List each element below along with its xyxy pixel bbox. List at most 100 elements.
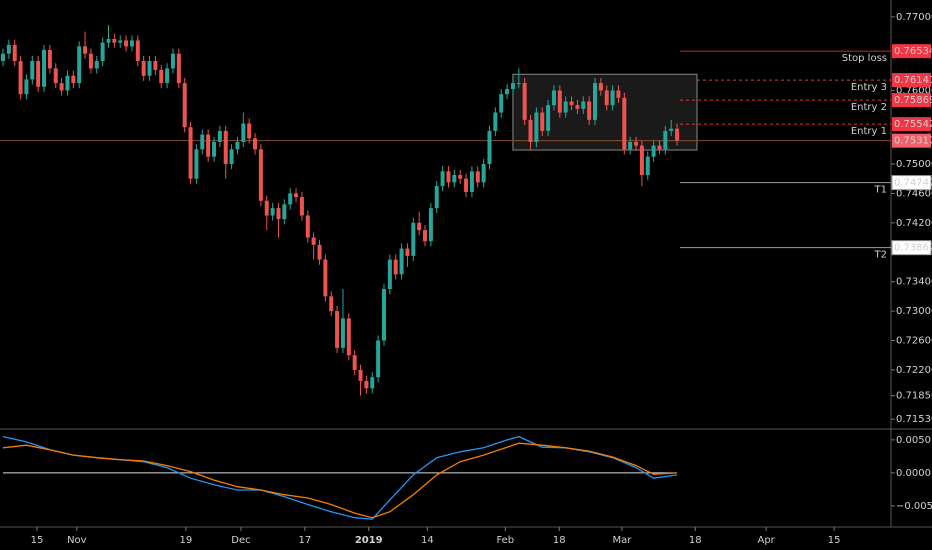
candle-body [428,208,433,242]
x-tick-label: Mar [613,535,633,546]
candle-body [364,380,369,389]
candle-body [165,68,170,84]
candle-body [340,318,345,348]
x-tick-label: 18 [553,535,566,546]
candle-body [305,215,310,238]
level-tag [891,240,932,256]
x-tick-label: Nov [67,535,87,546]
candle-body [592,83,597,120]
x-tick-label: 19 [179,535,192,546]
candle-body [241,123,246,142]
candle-body [253,138,258,150]
candle-body [440,171,445,187]
candle-body [94,61,99,69]
candle-body [83,46,88,54]
candle-body [112,38,117,43]
last-price-label: 0.75317 [894,136,932,147]
candle-body [651,145,656,157]
x-tick-label: 17 [298,535,311,546]
x-tick-label: 18 [689,535,702,546]
candle-body [604,90,609,106]
candle-body [505,88,510,95]
candle-body [323,259,328,297]
candle-body [393,259,398,275]
candle-body [176,53,181,84]
candle-body [628,141,633,150]
level-tag [891,175,932,191]
candle-body [141,61,146,76]
candle-body [616,90,621,98]
candle-body [258,149,263,201]
level-tag-label: 0.75869 [894,95,932,106]
candle-body [376,340,381,378]
candle-body [645,156,650,176]
candle-body [546,105,551,131]
candle-body [200,134,205,150]
candle-body [53,68,58,84]
level-tag-label: 0.75542 [894,119,932,130]
candle-body [36,61,41,87]
candle-body [622,97,627,150]
x-tick-label: 14 [421,535,434,546]
indicator-y-tick-label: 0.0050 [896,435,931,446]
level-tag [892,44,931,59]
candle-body [212,141,217,157]
candle-body [540,112,545,131]
level-tag-label: 0.76141 [894,75,932,86]
candle-body [0,53,5,62]
candle-body [147,61,152,76]
candle-body [235,141,240,150]
candle-body [469,171,474,192]
candle-body [452,175,457,183]
candle-body [587,101,592,120]
candle-body [481,163,486,183]
indicator-y-tick-label: −0.0050 [896,501,932,512]
level-label: T2 [874,250,887,261]
x-tick-label: 15 [31,535,44,546]
level-tag [892,117,931,132]
candle-body [159,69,164,84]
x-tick-label: Dec [231,535,250,546]
candle-body [229,149,234,164]
candle-body [124,40,129,47]
x-tick-label: Apr [757,535,775,546]
x-tick-label: 2019 [355,535,383,546]
candle-body [77,46,82,84]
x-tick-label: 15 [828,535,841,546]
candle-body [346,318,351,356]
candle-body [399,248,404,275]
candle-body [516,83,521,85]
candle-body [669,128,674,131]
level-tag [892,93,931,108]
range-box [512,73,698,151]
candle-body [182,83,187,128]
candle-body [47,50,52,69]
candle-body [311,237,316,245]
candle-body [522,83,527,120]
candle-body [24,79,29,95]
candle-body [639,145,644,176]
candle-body [71,75,76,84]
candle-body [153,61,158,70]
candle-body [534,112,539,142]
candle-body [88,53,93,69]
candle-body [387,259,392,290]
candle-body [423,230,428,242]
candle-body [352,355,357,370]
candle-body [276,208,281,220]
candle-body [458,175,463,179]
candle-body [551,90,556,106]
candle-body [270,208,275,216]
candle-body [335,311,340,348]
candle-body [194,149,199,179]
candle-body [217,130,222,142]
level-label: Stop loss [842,53,887,64]
candle-body [581,101,586,109]
level-tag-label: 0.76534 [894,46,932,57]
